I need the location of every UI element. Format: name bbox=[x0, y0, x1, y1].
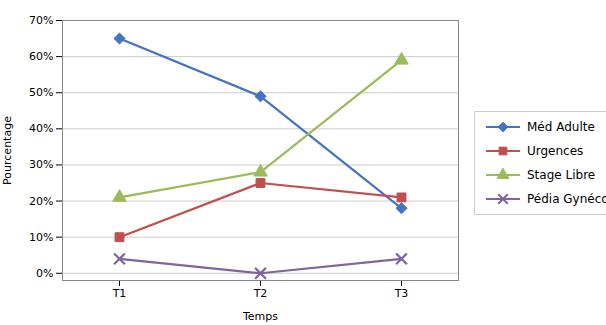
html-text:Urgences: Urgences bbox=[527, 143, 584, 158]
svg-text:T2: T2 bbox=[253, 287, 268, 300]
svg-text:70%: 70% bbox=[29, 14, 53, 27]
svg-text:0%: 0% bbox=[36, 266, 53, 279]
svg-text:60%: 60% bbox=[29, 50, 53, 63]
svg-text:10%: 10% bbox=[29, 230, 53, 243]
svg-text:40%: 40% bbox=[29, 122, 53, 135]
svg-text:20%: 20% bbox=[29, 194, 53, 207]
svg-text:T1: T1 bbox=[112, 287, 127, 300]
svg-text:50%: 50% bbox=[29, 86, 53, 99]
html-text:Méd Adulte: Méd Adulte bbox=[527, 119, 595, 134]
svg-text:T3: T3 bbox=[394, 287, 409, 300]
svg-text:30%: 30% bbox=[29, 158, 53, 171]
svg-text:Pourcentage: Pourcentage bbox=[1, 115, 14, 184]
svg-text:Temps: Temps bbox=[242, 309, 278, 322]
html-text:Stage Libre: Stage Libre bbox=[527, 167, 596, 182]
